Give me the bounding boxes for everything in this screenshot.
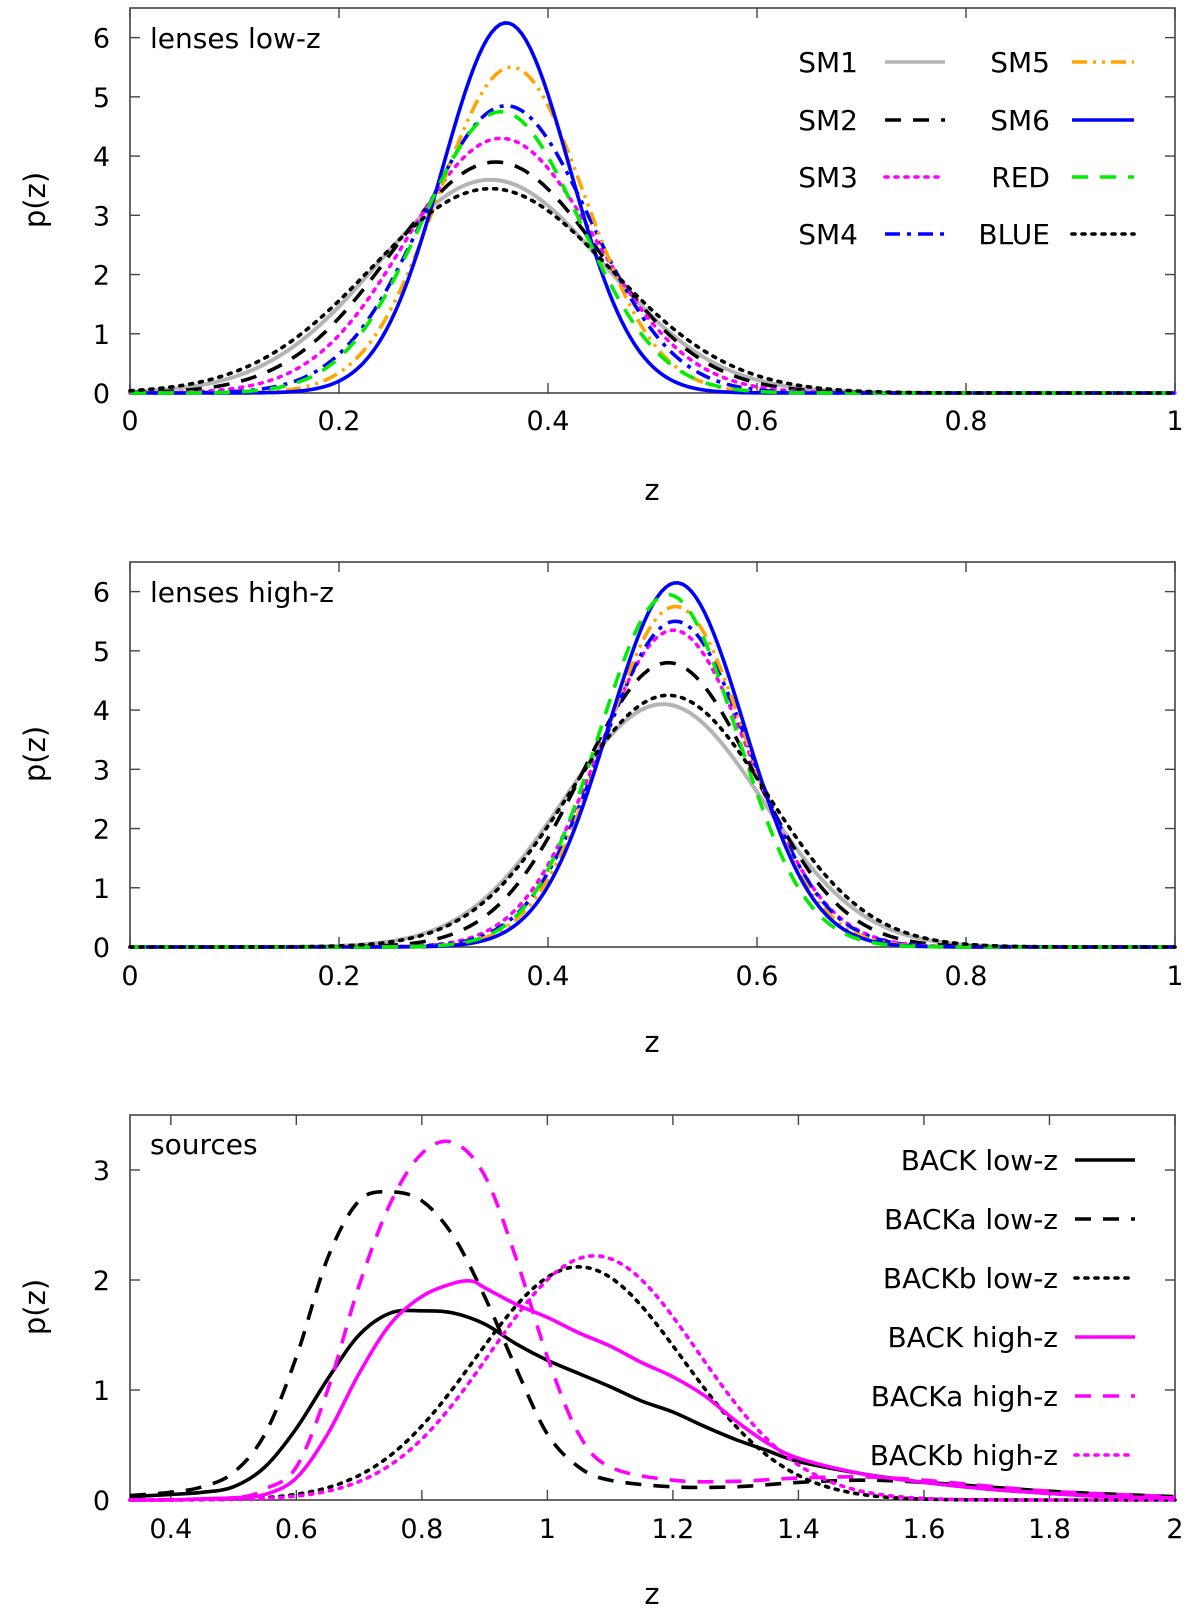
series-group: [128, 21, 1177, 395]
x-tick-label: 0.6: [275, 1514, 318, 1545]
x-tick-label: 0: [121, 961, 138, 992]
x-axis-label: z: [644, 473, 659, 507]
x-tick-label: 1.4: [777, 1514, 820, 1545]
y-tick-label: 3: [93, 1156, 110, 1187]
legend-label-sm6: SM6: [990, 104, 1050, 137]
legend-label-sm4: SM4: [798, 218, 858, 251]
panel-lenses-low-z: lenses low-z 0 0.2 0.4 0.6 0.8 1 0 1 2 3 4 5 6 z p(…: [18, 7, 1184, 507]
x-tick-label: 0.2: [318, 406, 361, 437]
y-tick-label: 6: [93, 578, 110, 609]
legend-label-backb-low-z: BACKb low-z: [883, 1262, 1058, 1295]
series-line-backa-low-z: [129, 1190, 1176, 1499]
x-tick-label: 0.8: [945, 406, 988, 437]
x-tick-label: 0.6: [736, 406, 779, 437]
x-tick-group: 0 0.2 0.4 0.6 0.8 1: [121, 562, 1184, 992]
y-tick-label: 1: [93, 874, 110, 905]
y-tick-label: 0: [93, 1486, 110, 1517]
series-line-blue: [128, 186, 1177, 395]
series-line-sm1: [129, 177, 1175, 395]
x-tick-label: 0.2: [318, 961, 361, 992]
x-tick-label: 2: [1166, 1514, 1183, 1545]
series-group: [128, 1139, 1177, 1502]
x-tick-label: 1: [539, 1514, 556, 1545]
y-tick-label: 2: [93, 261, 110, 292]
legend-label-backb-high-z: BACKb high-z: [870, 1439, 1058, 1472]
series-line-red: [130, 109, 1175, 395]
panel-sources: sources 0.4 0.6 0.8 1 1.2 1.4 1.6 1.8 2 0 1 2 3 z p…: [18, 1114, 1184, 1611]
series-group: [128, 581, 1177, 949]
x-tick-label: 1: [1166, 406, 1183, 437]
legend-label-backa-low-z: BACKa low-z: [884, 1203, 1058, 1236]
series-line-red: [130, 592, 1175, 949]
legend-label-back-low-z: BACK low-z: [901, 1144, 1058, 1177]
x-tick-label: 1.8: [1028, 1514, 1071, 1545]
series-line-backa-high-z: [129, 1139, 1176, 1502]
x-tick-label: 0.6: [736, 961, 779, 992]
series-line-sm2: [129, 160, 1175, 395]
plot-frame: [129, 561, 1176, 948]
y-tick-label: 3: [93, 201, 110, 232]
series-line-sm5: [130, 604, 1175, 949]
series-line-blue: [128, 693, 1177, 949]
plot-frame: [129, 7, 1176, 394]
legend: BACK low-z BACKa low-z BACKb low-z BACK hig…: [870, 1144, 1137, 1472]
x-tick-label: 0.4: [527, 961, 570, 992]
legend-label-sm2: SM2: [798, 104, 858, 137]
y-axis-label: p(z): [18, 726, 52, 782]
x-axis-label: z: [644, 1577, 659, 1611]
legend: SM1 SM2 SM3 SM4 SM5 SM6 RED BLUE: [798, 46, 1136, 251]
y-tick-label: 3: [93, 755, 110, 786]
legend-label-sm5: SM5: [990, 46, 1050, 79]
y-axis-label: p(z): [18, 1279, 52, 1335]
plot-frame: [129, 1114, 1176, 1501]
y-tick-label: 2: [93, 1266, 110, 1297]
y-tick-label: 2: [93, 815, 110, 846]
legend-label-blue: BLUE: [978, 218, 1050, 251]
x-tick-label: 0.8: [945, 961, 988, 992]
panel-lenses-high-z: lenses high-z 0 0.2 0.4 0.6 0.8 1 0 1 2 3 4 5 6 z p…: [18, 561, 1184, 1059]
x-tick-label: 0: [121, 406, 138, 437]
series-line-backb-high-z: [128, 1254, 1177, 1502]
legend-label-red: RED: [991, 161, 1050, 194]
y-tick-label: 6: [93, 24, 110, 55]
series-line-sm3: [128, 628, 1177, 949]
x-tick-label: 1: [1166, 961, 1183, 992]
y-axis-label: p(z): [18, 172, 52, 228]
x-tick-label: 1.2: [651, 1514, 694, 1545]
legend-label-backa-high-z: BACKa high-z: [871, 1380, 1058, 1413]
series-line-sm4: [130, 619, 1175, 949]
y-tick-group: 0 1 2 3 4 5 6: [93, 578, 1175, 964]
legend-label-back-high-z: BACK high-z: [887, 1321, 1058, 1354]
panel-label: lenses high-z: [150, 576, 334, 609]
y-tick-label: 5: [93, 637, 110, 668]
y-tick-label: 1: [93, 1376, 110, 1407]
legend-label-sm3: SM3: [798, 161, 858, 194]
y-tick-label: 5: [93, 83, 110, 114]
y-tick-label: 4: [93, 696, 110, 727]
series-line-sm1: [130, 702, 1175, 949]
panel-label: sources: [150, 1128, 258, 1161]
x-tick-group: 0 0.2 0.4 0.6 0.8 1: [121, 8, 1184, 437]
x-tick-label: 0.4: [527, 406, 570, 437]
x-axis-label: z: [644, 1025, 659, 1059]
y-tick-label: 0: [93, 379, 110, 410]
y-tick-group: 0 1 2 3: [93, 1156, 1175, 1517]
y-tick-label: 1: [93, 320, 110, 351]
series-line-backb-low-z: [128, 1265, 1177, 1502]
y-tick-label: 0: [93, 933, 110, 964]
x-tick-label: 0.4: [149, 1514, 192, 1545]
y-tick-label: 4: [93, 142, 110, 173]
x-tick-label: 1.6: [902, 1514, 945, 1545]
legend-label-sm1: SM1: [798, 46, 858, 79]
y-tick-group: 0 1 2 3 4 5 6: [93, 24, 1175, 410]
x-tick-label: 0.8: [400, 1514, 443, 1545]
panel-label: lenses low-z: [150, 22, 321, 55]
